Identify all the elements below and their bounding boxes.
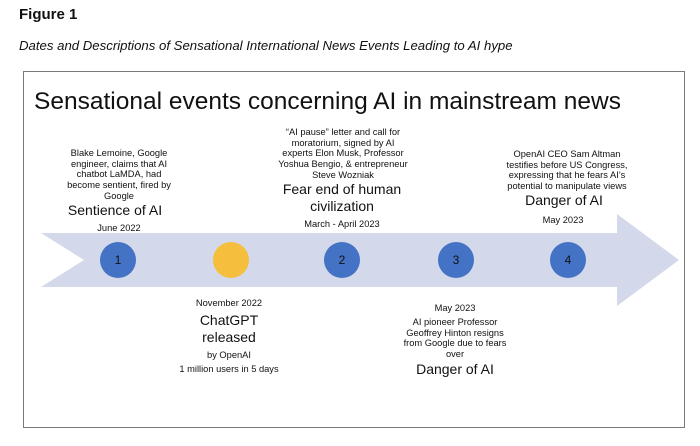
event-4-number: 4 [564, 253, 572, 267]
event-1-node: 1 [100, 242, 136, 278]
event-2-node: 2 [324, 242, 360, 278]
slide-title: Sensational events concerning AI in main… [34, 88, 621, 115]
event-3-date: May 2023 [434, 303, 476, 313]
event-2-description: “AI pause” letter and call for moratoriu… [278, 127, 408, 180]
chatgpt-heading: ChatGPT released [199, 312, 259, 345]
chatgpt-date: November 2022 [195, 298, 263, 308]
event-4-description: OpenAI CEO Sam Altman testifies before U… [506, 149, 628, 192]
event-3-node: 3 [438, 242, 474, 278]
event-2-heading: Fear end of human civilization [282, 181, 402, 214]
chatgpt-node [213, 242, 249, 278]
event-2-number: 2 [338, 253, 346, 267]
event-1-date: June 2022 [97, 223, 141, 233]
chatgpt-details: by OpenAI 1 million users in 5 days [179, 350, 279, 375]
figure-caption: Dates and Descriptions of Sensational In… [19, 38, 513, 53]
event-3-description: AI pioneer Professor Geoffrey Hinton res… [403, 317, 507, 360]
event-1-description: Blake Lemoine, Google engineer, claims t… [67, 148, 171, 201]
figure-label: Figure 1 [19, 6, 78, 23]
event-4-date: May 2023 [542, 215, 584, 225]
event-3-heading: Danger of AI [416, 361, 494, 377]
event-2-date: March - April 2023 [304, 219, 380, 229]
event-1-heading: Sentience of AI [67, 202, 163, 218]
event-4-heading: Danger of AI [525, 192, 603, 208]
event-4-node: 4 [550, 242, 586, 278]
event-3-number: 3 [452, 253, 460, 267]
event-1-number: 1 [114, 253, 122, 267]
